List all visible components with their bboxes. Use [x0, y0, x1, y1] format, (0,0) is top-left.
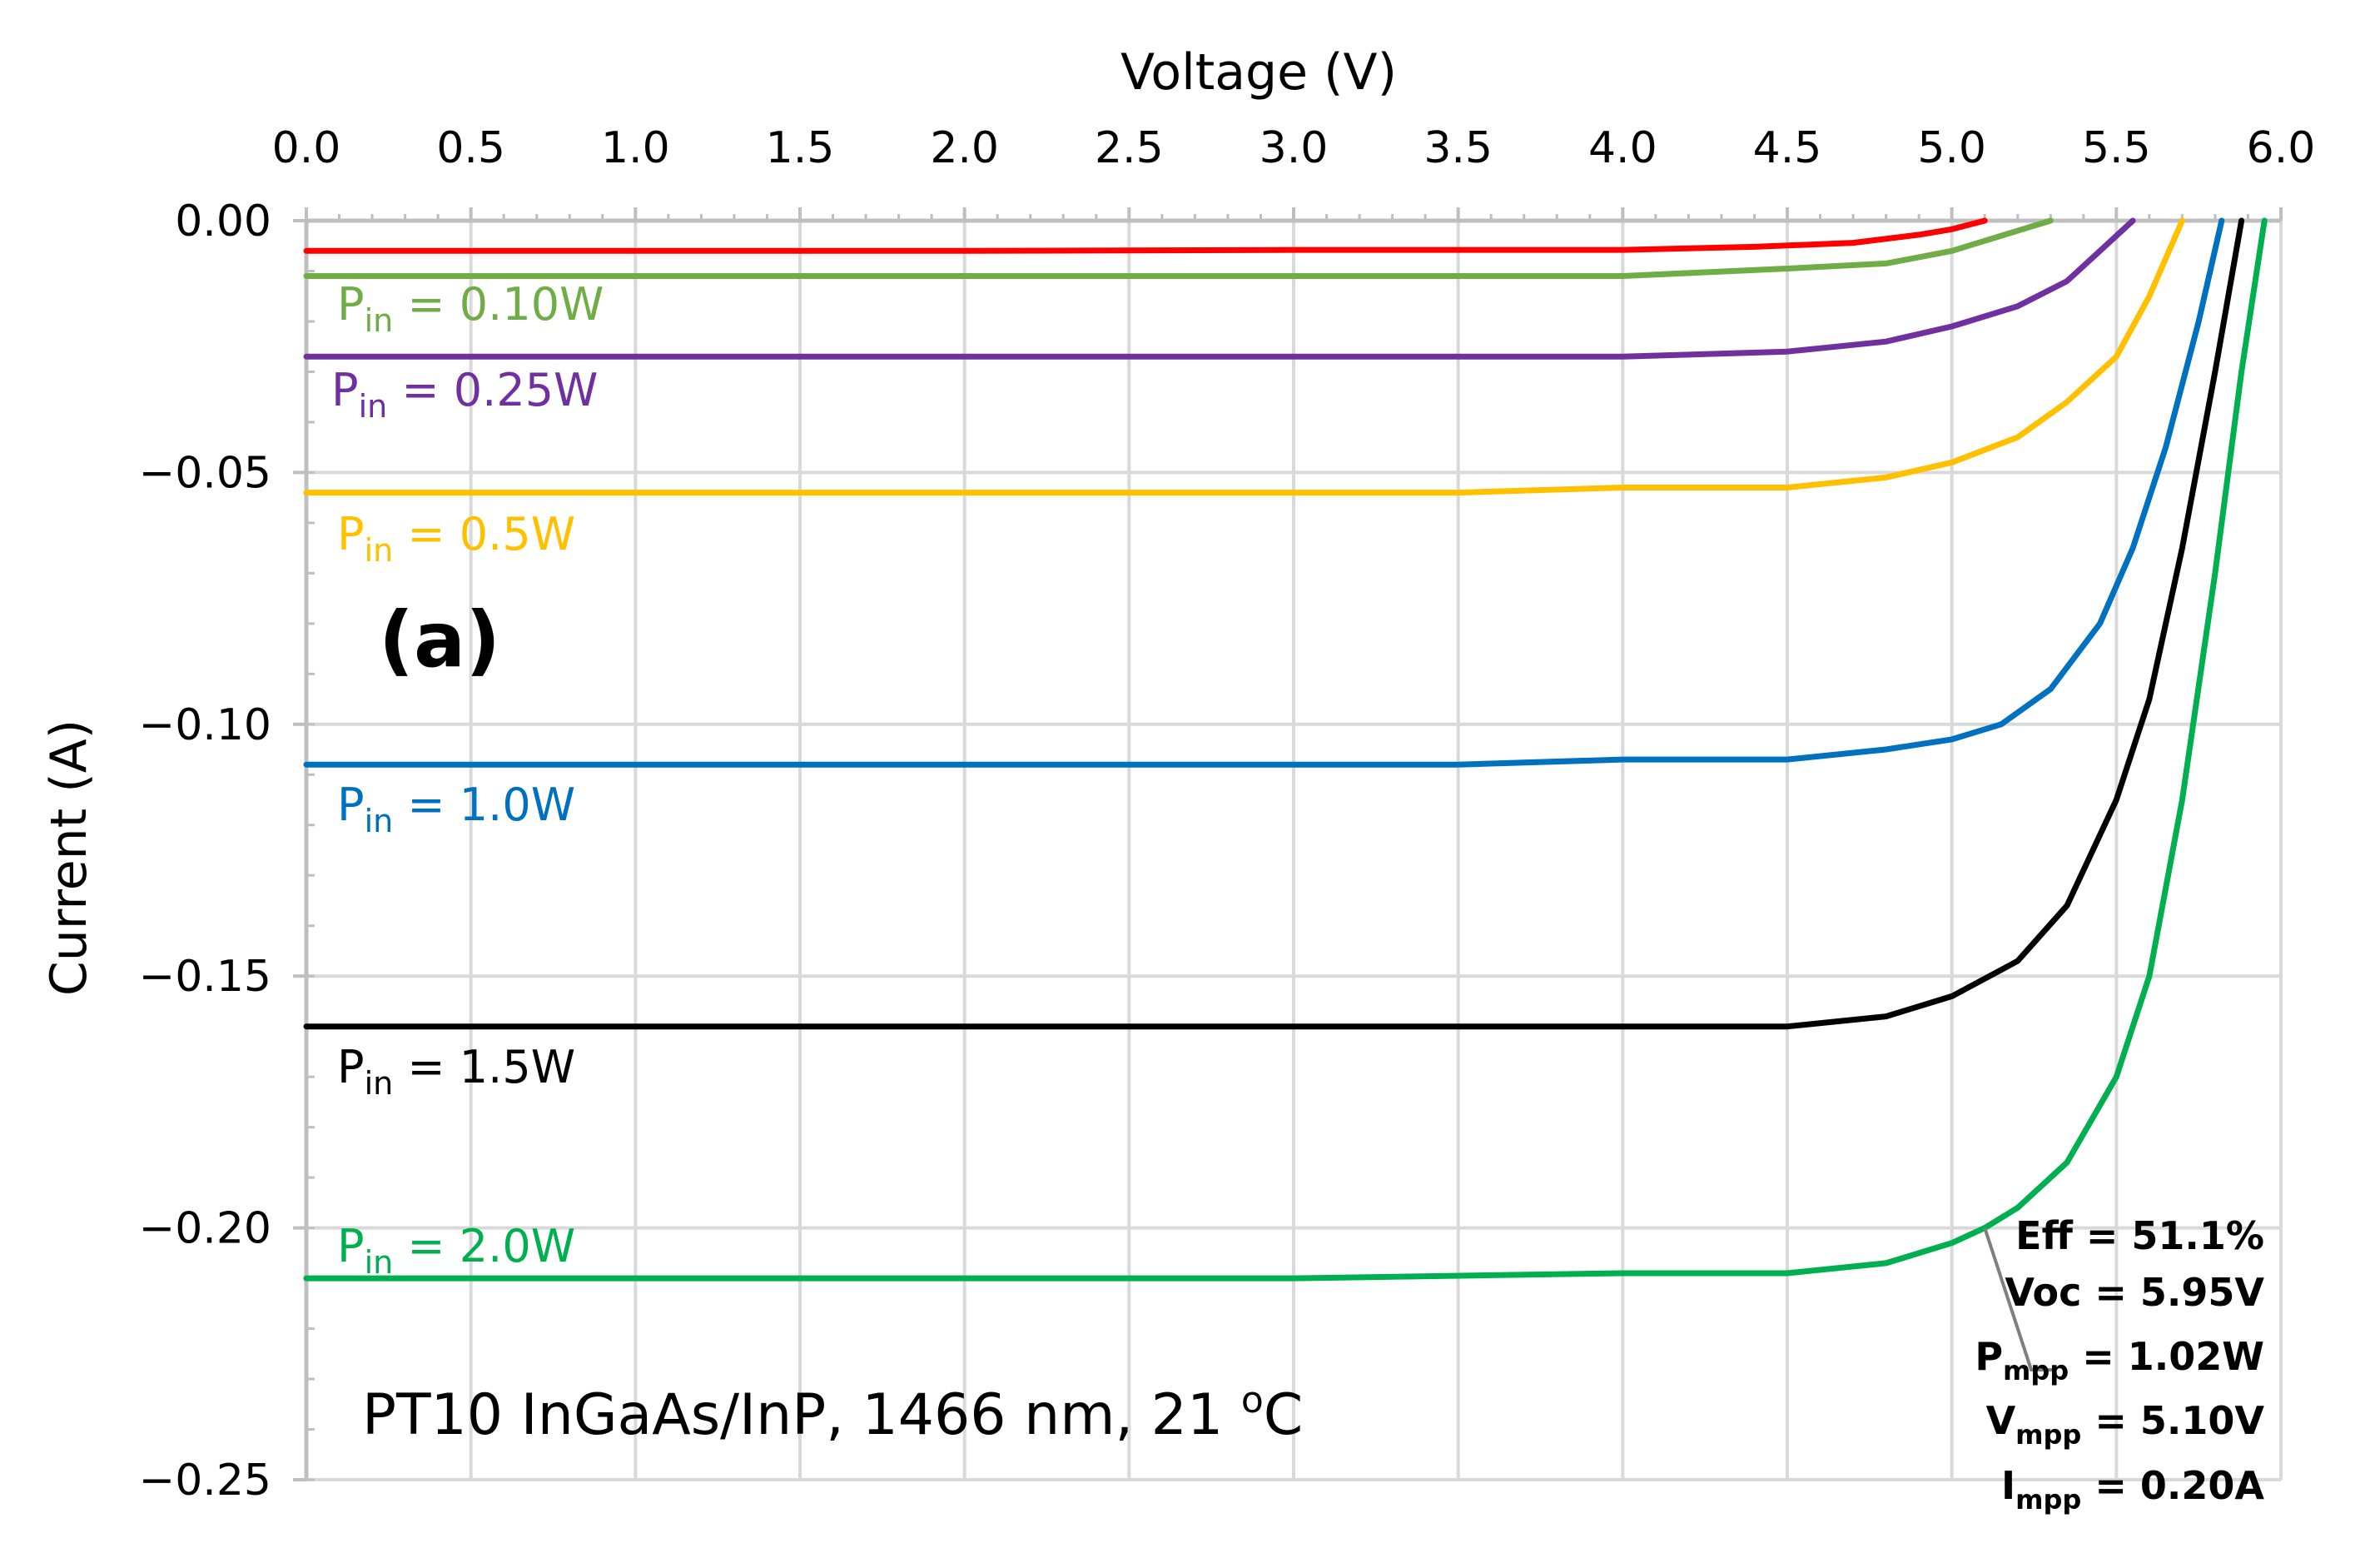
x-tick-label: 0.0: [272, 123, 341, 173]
device-annotation: PT10 InGaAs/InP, 1466 nm, 21 oC: [362, 1379, 1303, 1448]
x-tick-labels: 0.0 0.5 1.0 1.5 2.0 2.5 3.0 3.5 4.0 4.5 5.0 5.5 6.0: [272, 123, 2316, 173]
mpp-main: I: [2001, 1463, 2015, 1508]
label-sub: in: [365, 532, 394, 569]
y-axis-title: Current (A): [40, 719, 98, 996]
mpp-rest: = 5.10V: [2081, 1398, 2264, 1443]
label-p: P: [337, 779, 365, 831]
series-label-3: Pin = 0.5W: [337, 508, 575, 569]
x-tick-label: 3.5: [1424, 123, 1493, 173]
label-sub: in: [365, 302, 394, 339]
x-tick-label: 2.0: [930, 123, 999, 173]
mpp-main: Eff = 51.1%: [2015, 1213, 2264, 1258]
label-sub: in: [365, 1065, 394, 1102]
label-p: P: [337, 1041, 365, 1093]
label-sub: in: [365, 803, 394, 839]
mpp-sub: mpp: [2003, 1355, 2069, 1386]
label-p: P: [331, 364, 359, 416]
y-tick-label: −0.10: [139, 700, 271, 750]
mpp-main: V: [1986, 1398, 2016, 1443]
mpp-line-1: Voc = 5.95V: [2005, 1270, 2264, 1315]
series-label-6: Pin = 2.0W: [337, 1220, 575, 1281]
y-tick-label: −0.20: [139, 1204, 271, 1254]
series-line-4: [303, 217, 2225, 768]
y-tick-labels: 0.00 −0.05 −0.10 −0.15 −0.20 −0.25: [139, 197, 271, 1506]
x-tick-label: 2.5: [1095, 123, 1164, 173]
series-label-5: Pin = 1.5W: [337, 1041, 575, 1102]
label-p: P: [337, 278, 365, 331]
x-tick-label: 4.0: [1588, 123, 1657, 173]
x-tick-label: 3.0: [1260, 123, 1329, 173]
mpp-sub: mpp: [2015, 1484, 2081, 1516]
label-rest: = 0.25W: [387, 364, 598, 416]
mpp-sub: mpp: [2015, 1419, 2081, 1451]
y-tick-label: 0.00: [175, 197, 271, 246]
y-tick-label: −0.15: [139, 952, 271, 1002]
device-annotation-main: PT10 InGaAs/InP, 1466 nm, 21: [362, 1382, 1241, 1448]
mpp-line-3: Vmpp = 5.10V: [1986, 1398, 2265, 1451]
mpp-line-4: Impp = 0.20A: [2001, 1463, 2264, 1516]
series-label-2: Pin = 0.25W: [331, 364, 598, 425]
y-tick-label: −0.05: [139, 448, 271, 498]
device-annotation-degree: o: [1241, 1379, 1264, 1421]
axes: [293, 207, 2283, 1481]
series-label-1: Pin = 0.10W: [337, 278, 604, 339]
label-rest: = 1.0W: [393, 779, 575, 831]
series-line-3: [303, 217, 2185, 496]
mpp-rest: = 0.20A: [2081, 1463, 2264, 1508]
mpp-rest: = 1.02W: [2069, 1334, 2264, 1379]
x-tick-label: 5.5: [2082, 123, 2151, 173]
label-rest: = 1.5W: [393, 1041, 575, 1093]
y-tick-label: −0.25: [139, 1456, 271, 1506]
mpp-main: Voc = 5.95V: [2005, 1270, 2264, 1315]
label-p: P: [337, 508, 365, 560]
panel-label: (a): [379, 595, 500, 684]
device-annotation-unit: C: [1264, 1382, 1303, 1448]
x-tick-label: 5.0: [1917, 123, 1986, 173]
series-line-2: [303, 217, 2136, 360]
x-tick-label: 1.0: [601, 123, 670, 173]
series-line-0: [303, 217, 1988, 254]
label-rest: = 2.0W: [393, 1220, 575, 1272]
x-tick-label: 1.5: [766, 123, 835, 173]
mpp-line-2: Pmpp = 1.02W: [1975, 1334, 2264, 1386]
x-tick-label: 6.0: [2247, 123, 2316, 173]
mpp-line-0: Eff = 51.1%: [2015, 1213, 2264, 1258]
mpp-leader-line: [1983, 1227, 2056, 1371]
series-line-5: [303, 217, 2245, 1030]
series-line-1: [303, 217, 2054, 279]
label-p: P: [337, 1220, 365, 1272]
series-label-4: Pin = 1.0W: [337, 779, 575, 839]
label-sub: in: [365, 1244, 394, 1281]
series-lines: [303, 217, 2268, 1282]
label-rest: = 0.10W: [393, 278, 604, 331]
x-tick-label: 4.5: [1753, 123, 1822, 173]
label-rest: = 0.5W: [393, 508, 575, 560]
x-tick-label: 0.5: [436, 123, 505, 173]
x-axis-title: Voltage (V): [1120, 43, 1397, 102]
label-sub: in: [359, 388, 388, 425]
mpp-main: P: [1975, 1334, 2003, 1379]
